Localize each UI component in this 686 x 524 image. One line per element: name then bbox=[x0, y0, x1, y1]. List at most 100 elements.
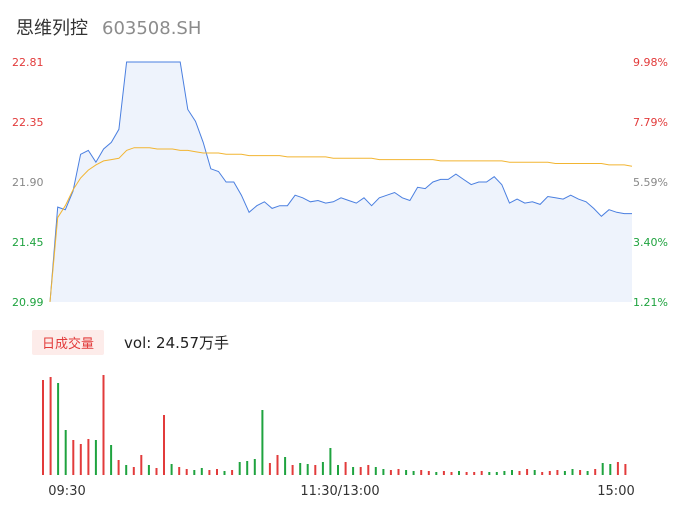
volume-bar bbox=[488, 472, 491, 475]
volume-bar bbox=[495, 472, 498, 475]
volume-bar bbox=[382, 469, 385, 475]
volume-bar bbox=[216, 469, 218, 475]
pct-tick-label: 7.79% bbox=[633, 116, 668, 129]
time-tick-label: 15:00 bbox=[597, 484, 634, 499]
volume-bar bbox=[64, 430, 67, 475]
volume-bar bbox=[367, 465, 370, 475]
volume-bar bbox=[110, 445, 113, 475]
volume-bar bbox=[579, 470, 582, 475]
volume-readout: vol: 24.57万手 bbox=[124, 333, 230, 352]
volume-bar bbox=[412, 471, 415, 475]
volume-bar bbox=[571, 469, 574, 475]
volume-bar bbox=[193, 470, 196, 475]
volume-bar bbox=[94, 440, 97, 475]
volume-bar bbox=[42, 380, 44, 475]
volume-tab[interactable]: 日成交量 bbox=[32, 329, 105, 355]
volume-bar bbox=[518, 471, 521, 475]
volume-bar bbox=[337, 465, 339, 475]
volume-bar bbox=[511, 470, 513, 475]
volume-bar bbox=[541, 472, 544, 475]
price-tick-label: 22.35 bbox=[12, 116, 44, 129]
volume-bar bbox=[450, 472, 453, 475]
volume-bar bbox=[291, 465, 294, 475]
volume-bar bbox=[389, 470, 392, 475]
volume-bar bbox=[261, 410, 264, 475]
price-tick-label: 20.99 bbox=[12, 296, 44, 309]
volume-bar bbox=[223, 471, 226, 475]
volume-bar bbox=[420, 470, 423, 475]
volume-bar bbox=[458, 471, 460, 475]
volume-bar bbox=[594, 469, 597, 475]
volume-bar bbox=[246, 461, 249, 475]
volume-bar bbox=[72, 440, 75, 475]
volume-bar bbox=[170, 464, 173, 475]
price-area bbox=[50, 62, 632, 302]
price-tick-label: 22.81 bbox=[12, 56, 44, 69]
volume-bar bbox=[344, 462, 347, 475]
volume-bar bbox=[125, 465, 128, 475]
volume-bar bbox=[306, 464, 309, 475]
pct-tick-label: 5.59% bbox=[633, 176, 668, 189]
volume-bar bbox=[601, 463, 604, 475]
volume-bar bbox=[163, 415, 165, 475]
pct-tick-label: 1.21% bbox=[633, 296, 668, 309]
price-tick-label: 21.90 bbox=[12, 176, 44, 189]
volume-bar bbox=[503, 471, 506, 475]
volume-bar bbox=[533, 470, 536, 475]
volume-bar bbox=[276, 455, 279, 475]
volume-bar bbox=[102, 375, 105, 475]
volume-bar bbox=[526, 469, 529, 475]
volume-bar bbox=[556, 470, 559, 475]
volume-bar bbox=[563, 471, 566, 475]
volume-bar bbox=[178, 467, 181, 475]
volume-bar bbox=[57, 383, 60, 475]
volume-bar bbox=[435, 472, 438, 475]
pct-tick-label: 3.40% bbox=[633, 236, 668, 249]
time-tick-label: 09:30 bbox=[48, 484, 85, 499]
volume-bar bbox=[268, 463, 271, 475]
volume-bar bbox=[231, 470, 234, 475]
volume-bar bbox=[405, 470, 408, 475]
volume-bar bbox=[299, 463, 302, 475]
volume-bar bbox=[616, 462, 619, 475]
volume-bar bbox=[548, 471, 551, 475]
volume-bar bbox=[609, 464, 612, 475]
volume-bar bbox=[253, 459, 256, 475]
volume-bar bbox=[359, 467, 362, 475]
price-line bbox=[49, 61, 632, 303]
volume-bar bbox=[586, 471, 589, 475]
pct-tick-label: 9.98% bbox=[633, 56, 668, 69]
volume-bar bbox=[87, 439, 90, 475]
stock-name: 思维列控 bbox=[16, 18, 88, 39]
time-tick-label: 11:30/13:00 bbox=[300, 484, 379, 499]
volume-bar bbox=[79, 444, 82, 475]
volume-bar bbox=[284, 457, 287, 475]
avg-price-line bbox=[49, 147, 633, 303]
volume-bar bbox=[442, 471, 445, 475]
price-tick-label: 21.45 bbox=[12, 236, 44, 249]
volume-bar bbox=[329, 448, 332, 475]
volume-bar bbox=[147, 465, 150, 475]
volume-bar bbox=[352, 467, 355, 475]
volume-chart: 09:30 11:30/13:00 15:00 bbox=[42, 375, 635, 499]
volume-bar bbox=[314, 465, 317, 475]
volume-bar bbox=[397, 469, 400, 475]
volume-bar bbox=[480, 471, 483, 475]
volume-bar bbox=[200, 468, 203, 475]
volume-bar bbox=[473, 472, 476, 475]
volume-bar bbox=[465, 472, 468, 475]
volume-header: 日成交量 vol: 24.57万手 bbox=[32, 329, 230, 355]
price-chart: 22.81 9.98% 22.35 7.79% 21.90 5.59% 21.45 3.40%… bbox=[12, 56, 668, 309]
volume-bar bbox=[49, 377, 52, 475]
volume-bar bbox=[238, 462, 241, 475]
volume-bar bbox=[208, 470, 211, 475]
volume-bar bbox=[374, 467, 377, 475]
volume-bar bbox=[185, 469, 188, 475]
stock-header: 思维列控 603508.SH bbox=[16, 14, 202, 39]
volume-bar bbox=[132, 467, 135, 475]
volume-bar bbox=[140, 455, 143, 475]
volume-bar bbox=[117, 460, 120, 475]
volume-bar bbox=[155, 468, 158, 475]
stock-code: 603508.SH bbox=[102, 18, 202, 39]
volume-bar bbox=[624, 464, 627, 475]
